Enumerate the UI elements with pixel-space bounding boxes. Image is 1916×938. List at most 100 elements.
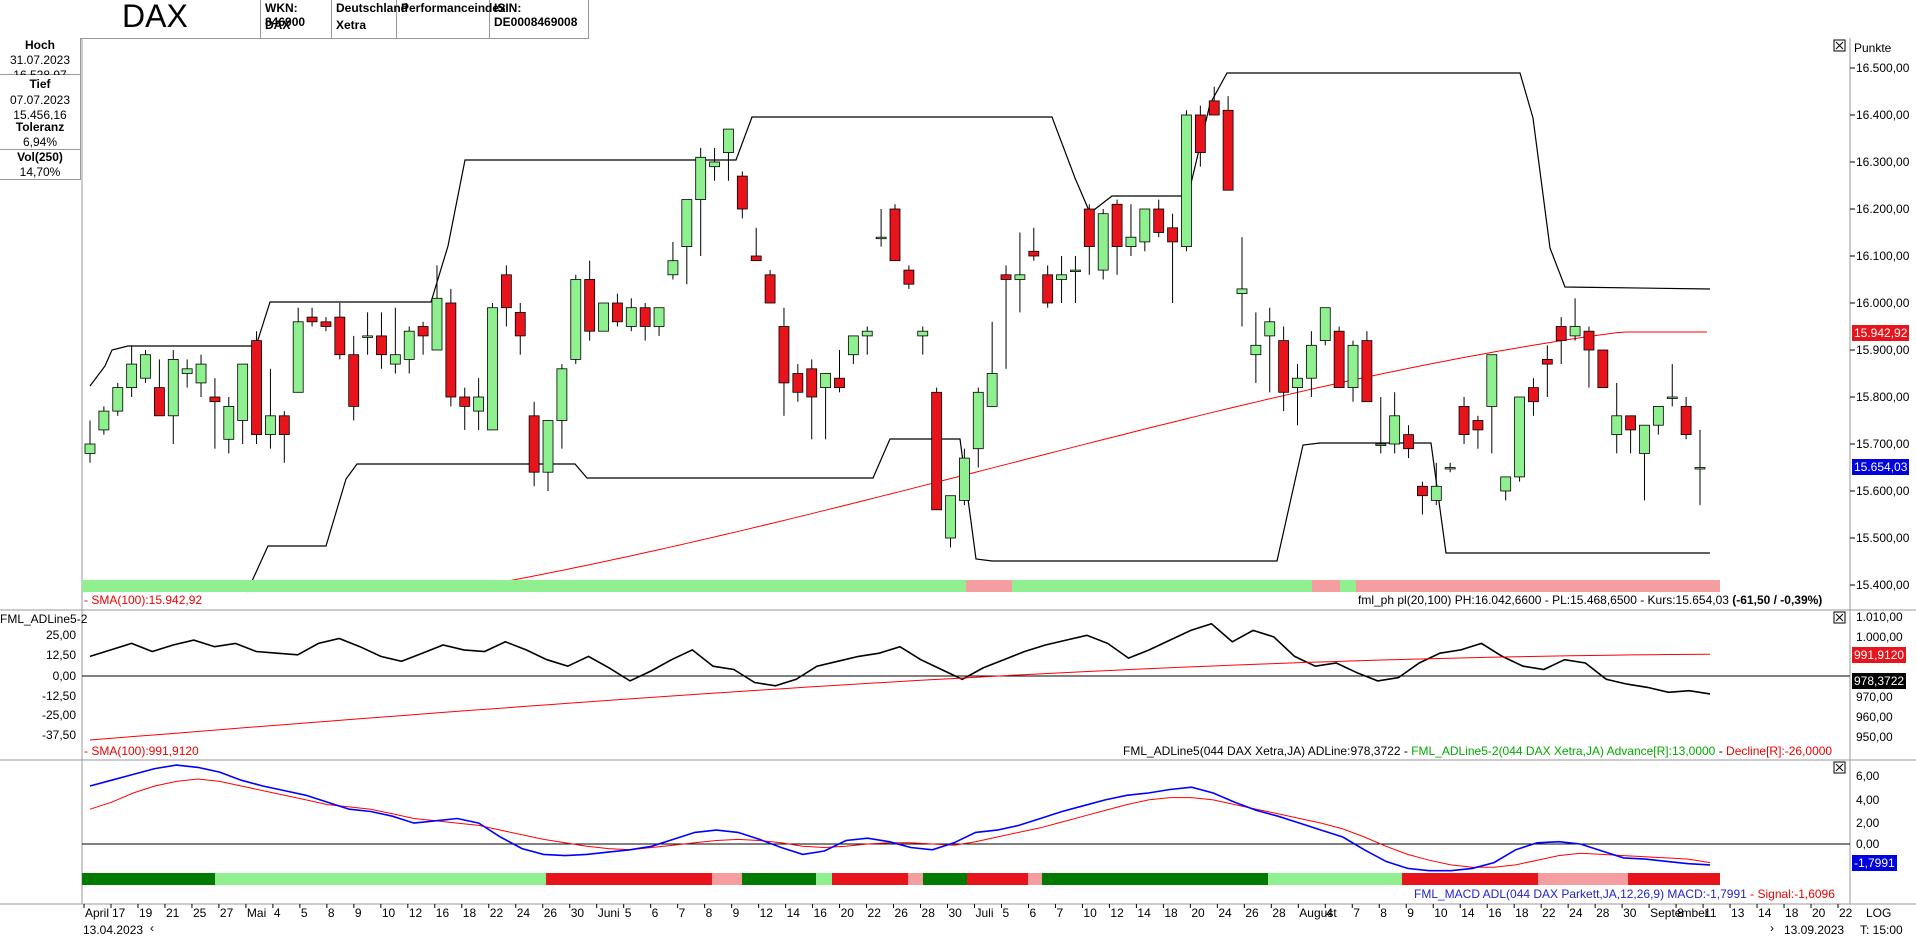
macd-right-tick: 2,00 <box>1856 816 1880 830</box>
x-tick-label: 18 <box>1164 906 1178 920</box>
signal-bar-segment <box>1340 580 1356 592</box>
x-tick-label: 16 <box>1488 906 1502 920</box>
close-icon[interactable] <box>1833 611 1846 624</box>
candle-up <box>986 373 998 407</box>
adline-right-tick: 970,00 <box>1856 690 1893 704</box>
x-tick-label: 12 <box>1110 906 1124 920</box>
header-title-cell: DAX <box>0 0 261 39</box>
x-tick-label: 6 <box>652 906 659 920</box>
signal-legend: Signal:-1,6096 <box>1757 887 1835 901</box>
candle-down <box>1680 405 1692 435</box>
candle-up <box>1347 344 1359 388</box>
candle-down <box>1597 349 1609 388</box>
macd-bar-segment <box>1042 873 1268 885</box>
candle-up <box>1139 208 1151 243</box>
macd-bar-segment <box>82 873 215 885</box>
candle-down <box>278 415 290 435</box>
channel-low-line <box>246 438 1710 593</box>
vol-label: Vol(250) <box>17 150 63 164</box>
candle-up <box>723 128 734 154</box>
candle-up <box>112 387 124 412</box>
y-tick-label: 16.000,00 <box>1856 296 1910 310</box>
adline-left-tick: -25,00 <box>42 708 76 722</box>
candle-up <box>861 330 873 337</box>
y-tick-label: 16.200,00 <box>1856 202 1910 216</box>
x-tick-label: 22 <box>1542 906 1556 920</box>
x-tick-label: 14 <box>1137 906 1151 920</box>
macd-bar-segment <box>1628 873 1720 885</box>
x-tick-label: 22 <box>490 906 504 920</box>
close-icon[interactable] <box>1833 39 1846 52</box>
adline-value-box: 978,3722 <box>1852 673 1907 689</box>
x-tick-label: 9 <box>1407 906 1414 920</box>
y-tick-label: 15.500,00 <box>1856 531 1910 545</box>
x-tick-label: September <box>1650 906 1709 920</box>
candle-down <box>736 175 748 210</box>
signal-bar-segment <box>1312 580 1340 592</box>
candle-up <box>1264 321 1276 337</box>
x-tick-label: 24 <box>1569 906 1583 920</box>
candle-up <box>181 368 193 374</box>
adline-right-tick: 1.000,00 <box>1856 630 1903 644</box>
adline-title: FML_ADLine5-2 <box>0 612 88 626</box>
candle-up <box>473 396 485 412</box>
x-tick-label: 10 <box>1434 906 1448 920</box>
candle-up <box>959 457 970 501</box>
candle-down <box>251 340 262 436</box>
x-tick-label: 24 <box>517 906 531 920</box>
candle-up <box>1375 443 1387 446</box>
isin-label: ISIN: DE0008469008 <box>494 1 578 29</box>
log-toggle[interactable]: LOG <box>1866 906 1892 920</box>
adline-left-tick: 12,50 <box>46 648 76 662</box>
candle-down <box>1208 100 1220 116</box>
candle-up <box>847 335 859 356</box>
macd-bar-segment <box>1268 873 1402 885</box>
candle-down <box>1000 274 1012 280</box>
x-tick-label: August <box>1299 906 1337 920</box>
x-tick-label: 17 <box>112 906 126 920</box>
candle-down <box>1194 114 1206 153</box>
sma-value-box: 15.942,92 <box>1852 325 1910 341</box>
y-tick-label: 15.400,00 <box>1856 578 1910 592</box>
close-icon[interactable] <box>1833 761 1846 774</box>
price-panel: 16.500,00 16.400,00 16.300,00 16.200,00 16.1… <box>82 61 1910 593</box>
scroll-left-icon[interactable]: ‹ <box>150 921 154 935</box>
candle-up <box>945 495 956 539</box>
candle-down <box>764 274 776 304</box>
candle-up <box>653 307 665 327</box>
candle-up <box>1097 213 1109 271</box>
x-tick-label: 20 <box>1191 906 1205 920</box>
x-tick-label: 30 <box>1623 906 1637 920</box>
candle-down <box>209 396 221 403</box>
signal-bar-segment <box>82 580 966 592</box>
adline-legend-b: FML_ADLine5-2(044 DAX Xetra,JA) Advance[… <box>1411 744 1716 758</box>
candle-up <box>1319 307 1331 342</box>
x-tick-label: 13 <box>1731 906 1745 920</box>
candle-up <box>570 279 582 360</box>
x-tick-label: 4 <box>1326 906 1333 920</box>
x-tick-label: April <box>85 906 109 920</box>
x-tick-label: 9 <box>733 906 740 920</box>
candle-up <box>362 335 373 338</box>
candle-down <box>376 335 387 356</box>
adline-sma-legend: - SMA(100):991,9120 <box>84 744 199 758</box>
candle-up <box>1694 467 1706 470</box>
x-tick-label: 18 <box>1785 906 1799 920</box>
candle-down <box>1403 434 1414 450</box>
candle-down <box>1528 387 1539 403</box>
x-tick-label: 5 <box>1002 906 1009 920</box>
candle-down <box>1222 109 1234 191</box>
candle-down <box>792 373 804 393</box>
wkn-sub: DAX <box>265 18 291 32</box>
candle-down <box>1111 203 1123 248</box>
candle-up <box>972 391 984 450</box>
macd-bar-segment <box>1402 873 1538 885</box>
x-tick-label: 26 <box>544 906 558 920</box>
y-tick-label: 16.400,00 <box>1856 108 1910 122</box>
x-tick-label: 22 <box>1839 906 1853 920</box>
instrument-title: DAX <box>122 0 188 34</box>
candle-up <box>556 368 568 421</box>
start-date: 13.04.2023 <box>83 923 144 937</box>
scroll-right-icon[interactable]: › <box>1770 921 1774 935</box>
